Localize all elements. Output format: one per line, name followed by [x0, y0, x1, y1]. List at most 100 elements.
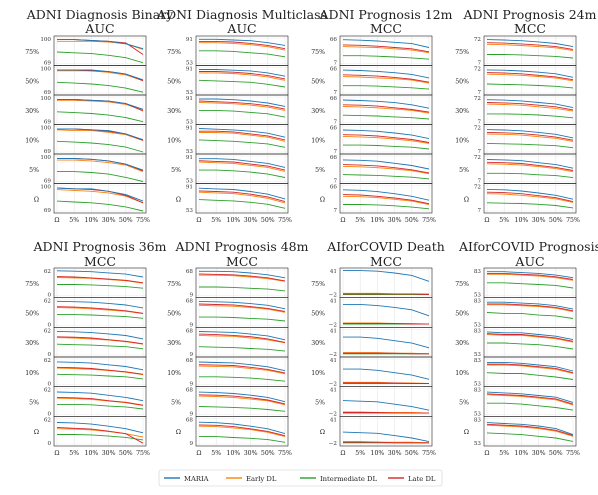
subplot: 72 7 30% [455, 94, 577, 126]
series-line-maria [57, 39, 144, 50]
y-tick-label: 72 [474, 126, 482, 132]
series-line-late-dl [56, 276, 144, 284]
subplot-frame [53, 386, 147, 417]
series-line-early-dl [486, 334, 574, 343]
series-line-early-dl [198, 395, 286, 406]
series-line-intermediate-dl [487, 113, 574, 119]
series-line-intermediate-dl [56, 373, 144, 380]
series-line-intermediate-dl [199, 436, 286, 443]
y-tick-label: 62 [44, 417, 52, 423]
series-line-intermediate-dl [198, 406, 286, 412]
subplot: 83 53 10% [455, 356, 577, 388]
series-line-early-dl [57, 159, 144, 173]
y-tick-label: 83 [474, 328, 482, 334]
subplot: 66 7 30% [311, 94, 433, 126]
subplot: 100 69 Ω [34, 183, 147, 214]
series-line-late-dl [199, 71, 286, 80]
y-tick-label: 0 [47, 382, 51, 388]
row-label: 10% [167, 137, 181, 144]
panel-title: ADNI Diagnosis Binary [26, 7, 174, 22]
y-tick-label: 91 [186, 126, 193, 132]
y-tick-label: 100 [40, 37, 51, 43]
x-tick-label: 5% [355, 217, 365, 224]
series-line-maria [198, 331, 286, 341]
series-line-intermediate-dl [486, 372, 574, 380]
series-line-late-dl [198, 333, 286, 343]
subplot: 41 −2 75% [311, 267, 433, 299]
row-label: 50% [25, 311, 39, 318]
x-tick-label: 5% [499, 450, 509, 457]
series-line-intermediate-dl [486, 432, 574, 442]
row-label: 30% [25, 340, 39, 347]
y-tick-label: 7 [477, 179, 481, 185]
series-line-intermediate-dl [57, 284, 144, 289]
y-tick-label: 0 [47, 293, 51, 299]
row-label: Ω [34, 429, 39, 436]
x-tick-label: 10% [85, 450, 99, 457]
series-line-intermediate-dl [56, 81, 144, 93]
series-line-intermediate-dl [487, 402, 574, 411]
panel-3: ADNI Prognosis 12mMCC66775%66750%66730%6… [311, 7, 452, 224]
series-line-intermediate-dl [486, 202, 574, 209]
row-label: 75% [25, 49, 39, 56]
row-label: 75% [167, 49, 181, 56]
y-tick-label: 53 [186, 179, 194, 185]
y-tick-label: 66 [330, 67, 338, 73]
y-tick-label: 9 [189, 411, 193, 417]
series-line-maria [486, 69, 574, 78]
x-tick-label: 5% [69, 217, 79, 224]
series-line-late-dl [198, 190, 286, 203]
subplot: 66 7 75% [311, 35, 433, 67]
legend-label: Intermediate DL [320, 475, 377, 483]
x-tick-label: 30% [102, 450, 116, 457]
y-tick-label: 7 [333, 120, 337, 126]
y-tick-label: 53 [474, 322, 482, 328]
series-line-maria [56, 422, 144, 434]
series-line-late-dl [342, 134, 430, 143]
series-line-intermediate-dl [486, 312, 574, 319]
panel-7: AIforCOVID DeathMCC41−275%41−250%41−230%… [311, 239, 445, 457]
subplot: 66 7 10% [311, 124, 433, 155]
series-line-late-dl [487, 363, 574, 374]
row-label: 30% [455, 108, 469, 115]
y-tick-label: 83 [474, 358, 482, 364]
series-line-early-dl [486, 193, 574, 203]
y-tick-label: 7 [333, 149, 337, 155]
y-tick-label: 72 [474, 37, 482, 43]
series-line-early-dl [56, 189, 144, 204]
series-line-early-dl [199, 42, 286, 51]
y-tick-label: 100 [40, 126, 51, 132]
row-label: 10% [167, 370, 181, 377]
series-line-intermediate-dl [343, 55, 430, 60]
subplot-frame [195, 183, 289, 214]
series-line-maria [342, 189, 430, 201]
series-line-intermediate-dl [198, 79, 286, 88]
series-line-late-dl [486, 191, 574, 203]
subplot: 62 0 75% [25, 267, 147, 299]
series-line-maria [198, 300, 286, 310]
y-tick-label: 83 [474, 299, 482, 305]
y-tick-label: 41 [330, 299, 337, 305]
y-tick-label: 69 [44, 208, 52, 214]
series-line-maria [57, 99, 144, 110]
row-label: 10% [311, 370, 325, 377]
y-tick-label: 69 [44, 61, 52, 67]
series-line-early-dl [199, 72, 286, 81]
y-tick-label: 68 [186, 328, 194, 334]
x-tick-label: 50% [261, 217, 275, 224]
y-tick-label: 62 [44, 269, 52, 275]
series-line-late-dl [343, 323, 429, 325]
series-line-intermediate-dl [486, 83, 574, 89]
panel-6: ADNI Prognosis 48mMCC68975%68950%68930%6… [167, 239, 308, 457]
x-tick-label: 50% [405, 217, 419, 224]
y-tick-label: 62 [44, 328, 52, 334]
y-tick-label: 68 [186, 388, 194, 394]
series-line-early-dl [56, 428, 144, 438]
series-line-intermediate-dl [57, 171, 144, 182]
series-line-late-dl [342, 194, 430, 205]
subplot: 91 53 10% [167, 124, 289, 155]
subplot: 62 0 30% [25, 327, 147, 358]
subplot: 83 53 50% [455, 297, 577, 328]
x-tick-label: Ω [340, 450, 345, 457]
series-line-intermediate-dl [56, 51, 144, 64]
